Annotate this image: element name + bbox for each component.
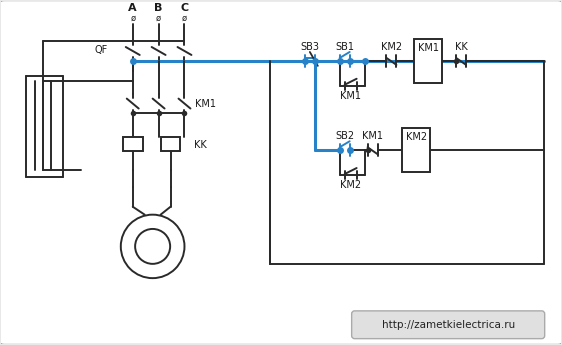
Bar bbox=[161, 137, 180, 151]
Bar bbox=[414, 39, 442, 83]
Text: A: A bbox=[129, 3, 137, 13]
Text: KK: KK bbox=[455, 42, 468, 52]
Text: KM1: KM1 bbox=[418, 43, 439, 53]
Text: ø: ø bbox=[130, 14, 135, 23]
Text: ø: ø bbox=[182, 14, 187, 23]
Text: C: C bbox=[180, 3, 188, 13]
Text: KM2: KM2 bbox=[406, 132, 427, 142]
Text: QF: QF bbox=[94, 45, 107, 55]
FancyBboxPatch shape bbox=[352, 311, 545, 339]
Text: SB2: SB2 bbox=[335, 131, 354, 141]
Text: SB3: SB3 bbox=[300, 42, 319, 52]
Text: KM1: KM1 bbox=[362, 131, 383, 141]
Text: KK: KK bbox=[194, 140, 207, 150]
Bar bbox=[123, 137, 143, 151]
Text: B: B bbox=[155, 3, 163, 13]
Text: http://zametkielectrica.ru: http://zametkielectrica.ru bbox=[382, 320, 515, 330]
Text: KM1: KM1 bbox=[340, 91, 361, 101]
Text: KM2: KM2 bbox=[381, 42, 402, 52]
Text: KM1: KM1 bbox=[195, 99, 216, 109]
Text: KM2: KM2 bbox=[340, 180, 361, 190]
Bar bbox=[402, 128, 430, 172]
Text: SB1: SB1 bbox=[335, 42, 354, 52]
Text: ø: ø bbox=[156, 14, 161, 23]
